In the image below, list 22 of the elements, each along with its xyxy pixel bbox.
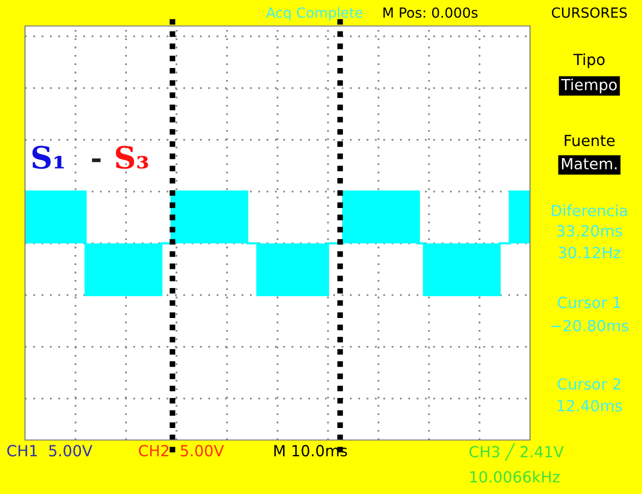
text: 12.40ms xyxy=(558,400,622,412)
text: Diferencia xyxy=(552,204,627,216)
text: 10.0066kHz xyxy=(470,470,560,483)
text: Tipo xyxy=(573,53,605,68)
text: CH1 5.00V xyxy=(7,444,92,456)
text: S₃ xyxy=(116,146,148,169)
text: M 10.0ms xyxy=(274,444,347,456)
text: Cursor 1 xyxy=(558,296,620,308)
text: M Pos: 0.000s xyxy=(383,7,478,18)
text: 33.20ms xyxy=(557,225,622,237)
text: Tiempo xyxy=(561,78,617,94)
text: −20.80ms xyxy=(551,320,628,332)
text: CURSORES xyxy=(552,7,627,18)
text: - xyxy=(92,158,101,162)
text: Cursor 2 xyxy=(558,378,620,390)
text: CH3 ╱ 2.41V xyxy=(470,443,564,461)
text: 30.12Hz xyxy=(558,246,620,258)
text: Matem. xyxy=(562,158,617,170)
text: Fuente xyxy=(564,134,615,146)
text: Acq Complete xyxy=(266,7,362,21)
text: CH2 5.00V xyxy=(138,444,224,456)
text: S₁ xyxy=(32,146,64,169)
